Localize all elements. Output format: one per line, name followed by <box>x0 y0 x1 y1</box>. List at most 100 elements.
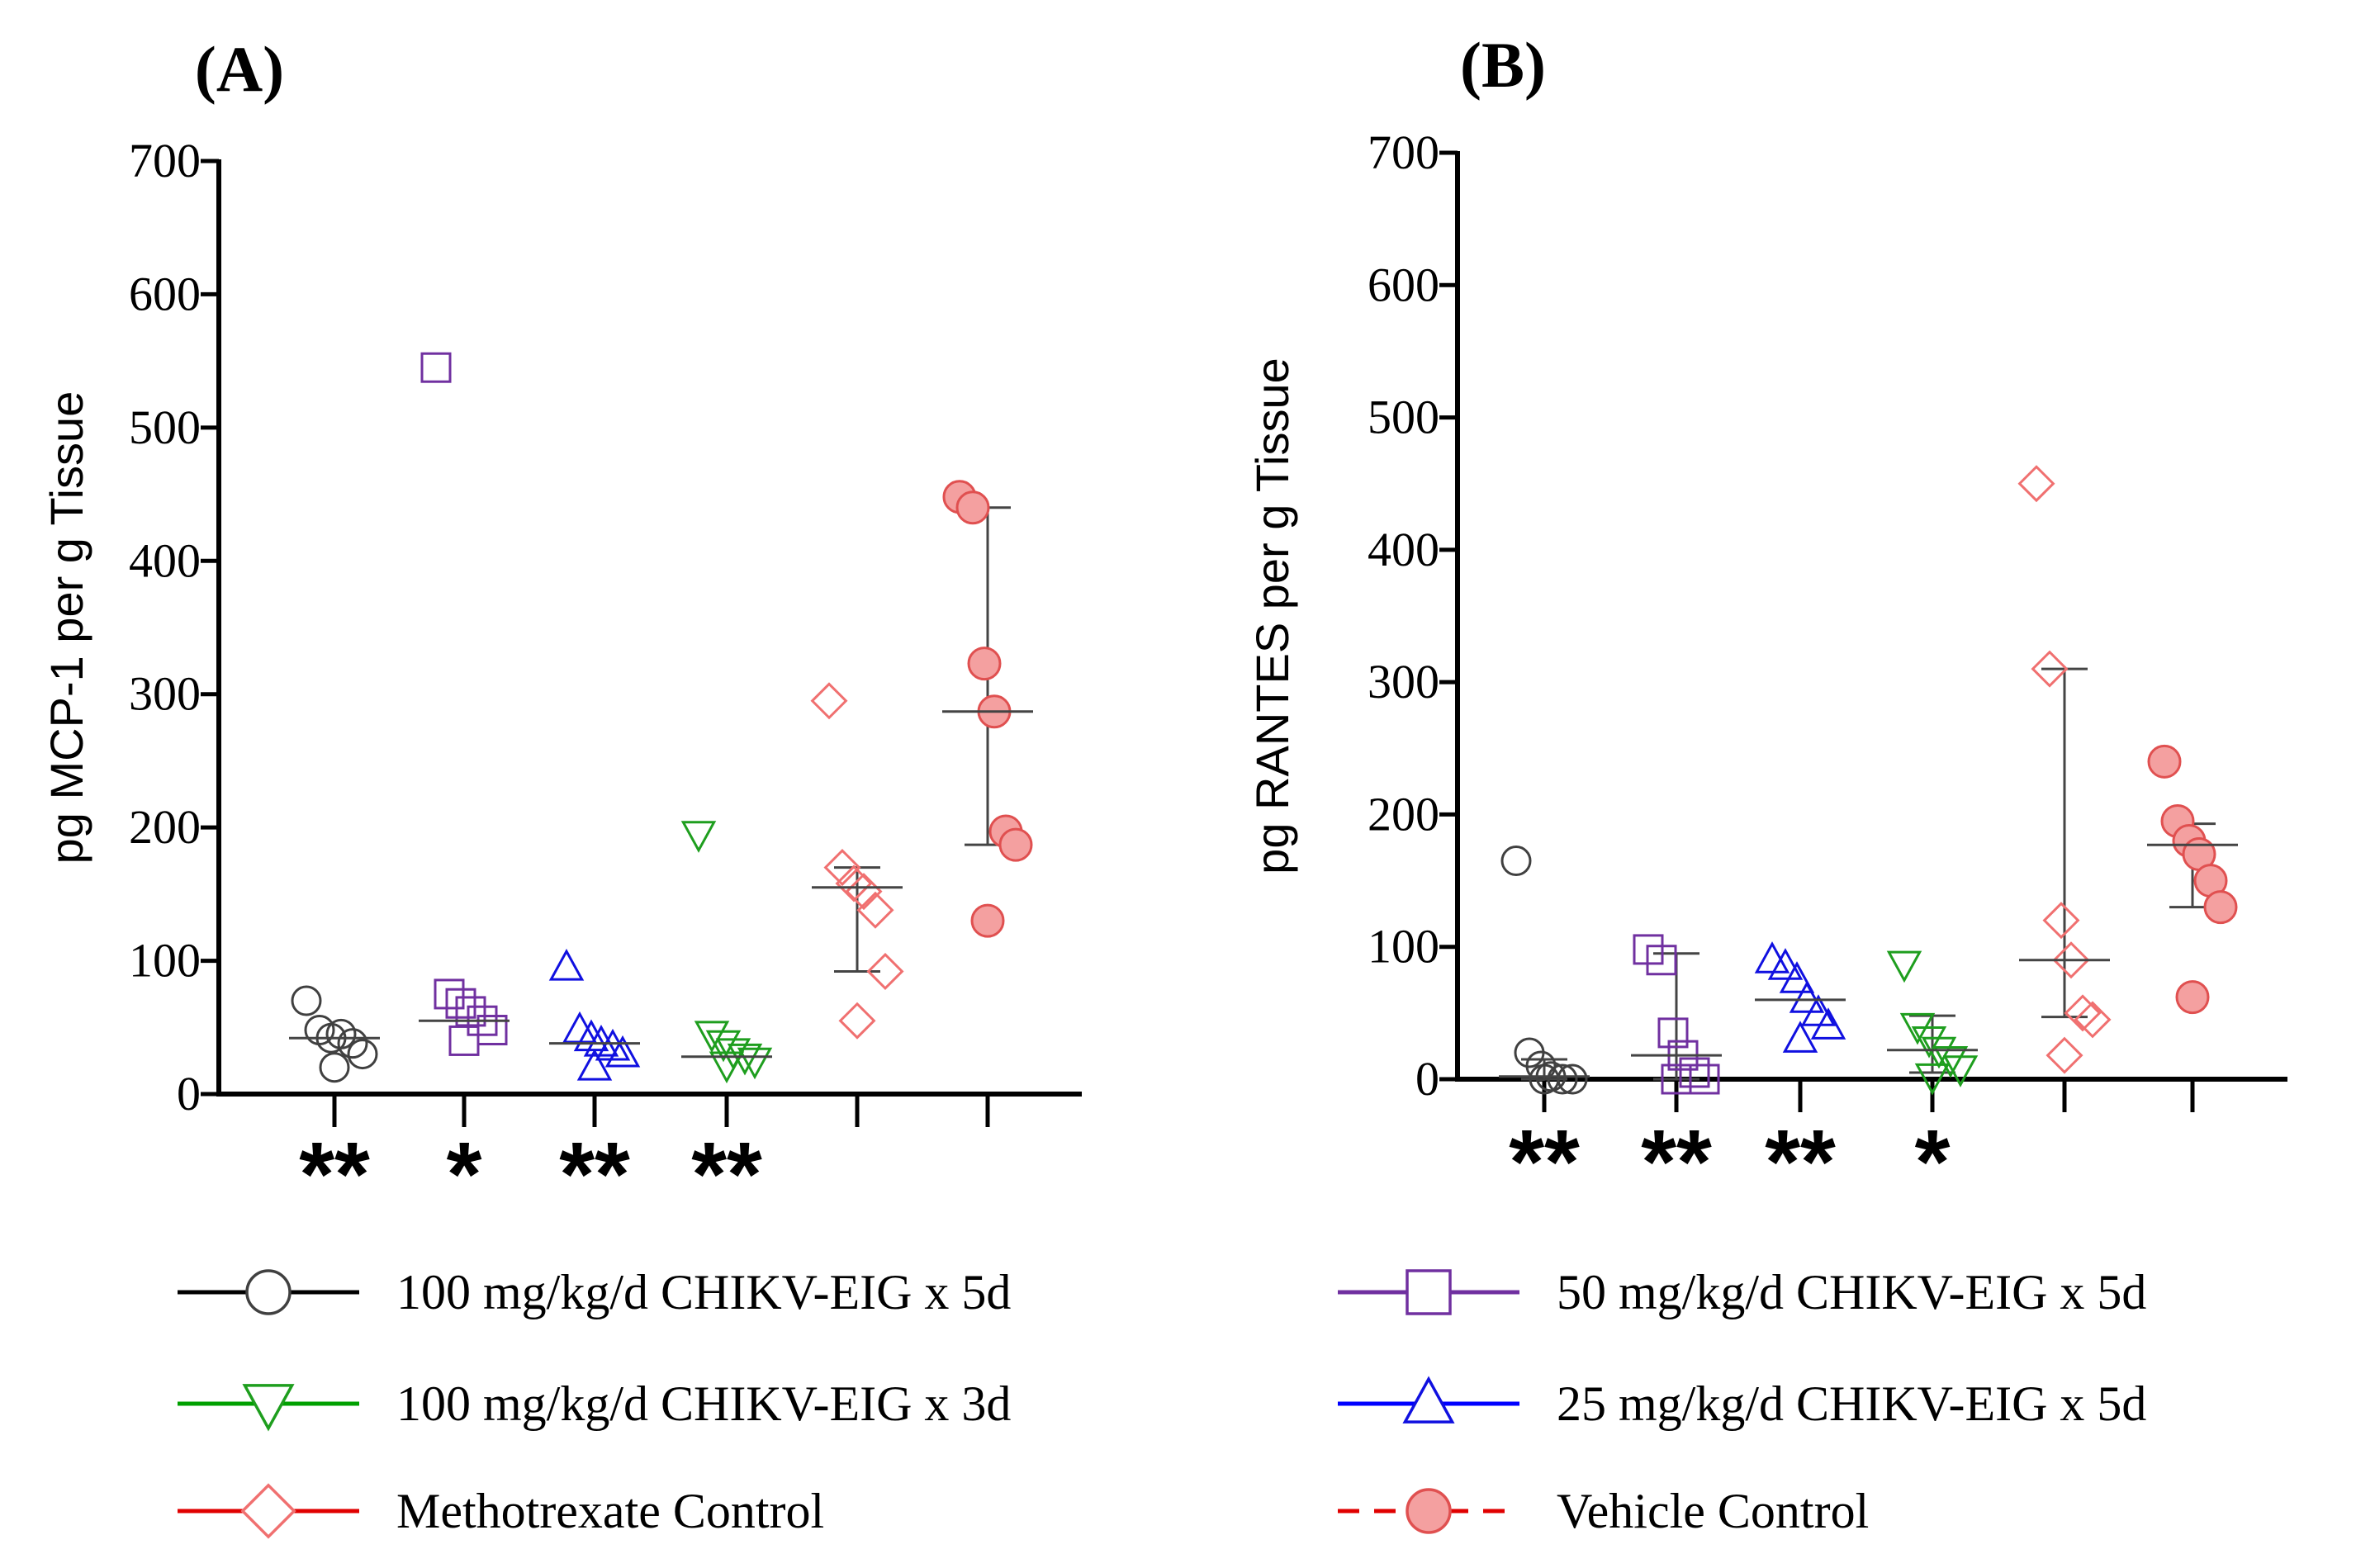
y-axis-label: pg MCP-1 per g Tissue <box>40 391 92 865</box>
y-tick-label: 200 <box>129 800 201 854</box>
data-point <box>955 490 990 525</box>
data-point <box>325 1018 357 1049</box>
data-point <box>576 1049 613 1081</box>
significance-marker: ** <box>691 1124 762 1225</box>
y-tick-label: 400 <box>1368 523 1439 576</box>
legend-item: 100 mg/kg/d CHIKV-EIG x 3d <box>178 1376 1011 1432</box>
data-point <box>967 647 1002 681</box>
data-point <box>1800 994 1837 1026</box>
y-tick-label: 600 <box>129 267 201 320</box>
data-point <box>319 1052 350 1083</box>
data-point <box>856 891 894 929</box>
data-point <box>2042 902 2080 940</box>
legend-marker <box>245 1269 292 1315</box>
data-point <box>1661 1063 1692 1095</box>
data-point <box>2017 465 2055 503</box>
legend-label: Methotrexate Control <box>396 1484 824 1538</box>
data-point <box>709 1051 745 1084</box>
data-point <box>1547 1063 1578 1095</box>
data-point <box>583 1024 619 1057</box>
data-point <box>1914 1063 1951 1096</box>
data-point <box>2064 994 2102 1032</box>
group-1: ** <box>289 985 380 1225</box>
y-tick-label: 200 <box>1368 787 1439 841</box>
data-point <box>845 873 883 911</box>
legend-marker <box>1406 1488 1452 1534</box>
legend-item: 100 mg/kg/d CHIKV-EIG x 5d <box>178 1265 1011 1319</box>
legend-label: 25 mg/kg/d CHIKV-EIG x 5d <box>1557 1376 2146 1431</box>
panel-b: (B) pg RANTES per g Tissue 0 100 200 300 400 50… <box>1246 29 2287 1213</box>
data-point <box>2031 650 2069 688</box>
group-2: ** <box>1631 934 1722 1213</box>
group-6 <box>2147 744 2238 1015</box>
group-6 <box>942 480 1033 938</box>
panel-a: (A) pg MCP-1 per g Tissue 0 100 200 300 400 500… <box>40 33 1082 1225</box>
legend-label: Vehicle Control <box>1557 1484 1869 1538</box>
panel-label: (A) <box>195 33 284 105</box>
data-point <box>434 978 465 1010</box>
data-point <box>737 1047 773 1080</box>
legend-marker <box>240 1483 296 1539</box>
data-point <box>347 1039 378 1070</box>
data-point <box>1810 1007 1846 1040</box>
data-point <box>1754 941 1790 973</box>
y-axis-label: pg RANTES per g Tissue <box>1246 358 1298 874</box>
significance-marker: * <box>447 1124 482 1225</box>
y-tick-label: 0 <box>1415 1052 1439 1106</box>
data-point <box>1529 1063 1560 1095</box>
legend-item: 50 mg/kg/d CHIKV-EIG x 5d <box>1338 1265 2146 1319</box>
group-3: ** <box>548 948 641 1225</box>
data-point <box>2175 980 2210 1015</box>
legend-label: 100 mg/kg/d CHIKV-EIG x 3d <box>396 1376 1011 1431</box>
data-point <box>548 948 585 981</box>
data-point <box>823 849 861 887</box>
data-point <box>1932 1046 1969 1078</box>
data-point <box>604 1035 641 1068</box>
data-point <box>2203 890 2238 925</box>
significance-marker: ** <box>1765 1111 1836 1213</box>
y-tick-label: 100 <box>129 934 201 988</box>
data-point <box>1886 950 1922 983</box>
data-point <box>998 827 1033 862</box>
legend-item: Vehicle Control <box>1338 1484 1869 1538</box>
data-point <box>291 985 322 1016</box>
group-4: * <box>1886 950 1979 1213</box>
data-point <box>420 352 452 383</box>
legend-marker <box>1402 1376 1455 1424</box>
y-tick-label: 600 <box>1368 258 1439 311</box>
legend-marker <box>242 1384 295 1432</box>
legend-item: 25 mg/kg/d CHIKV-EIG x 5d <box>1338 1376 2146 1431</box>
y-tick-label: 700 <box>129 134 201 187</box>
legend: 100 mg/kg/d CHIKV-EIG x 5d 50 mg/kg/d CHI… <box>178 1265 2146 1539</box>
y-tick-label: 0 <box>177 1067 201 1120</box>
data-point <box>1500 846 1532 877</box>
data-point <box>1657 1017 1689 1049</box>
data-point <box>2147 744 2182 779</box>
legend-label: 100 mg/kg/d CHIKV-EIG x 5d <box>396 1265 1011 1319</box>
data-point <box>2046 1036 2083 1074</box>
data-point <box>694 1021 730 1054</box>
legend-label: 50 mg/kg/d CHIKV-EIG x 5d <box>1557 1265 2146 1319</box>
group-3: ** <box>1754 941 1846 1213</box>
y-tick-label: 400 <box>129 533 201 587</box>
data-point <box>1646 945 1677 976</box>
data-point <box>1679 1057 1710 1088</box>
significance-marker: ** <box>559 1124 630 1225</box>
data-point <box>595 1028 631 1061</box>
significance-marker: ** <box>1509 1111 1580 1213</box>
data-point <box>455 996 486 1027</box>
data-point <box>562 1011 598 1044</box>
y-tick-label: 300 <box>1368 655 1439 708</box>
data-point <box>866 952 904 991</box>
group-2: * <box>419 352 510 1225</box>
data-point <box>727 1043 763 1076</box>
significance-marker: ** <box>299 1124 370 1225</box>
data-point <box>1942 1055 1979 1087</box>
data-point <box>1921 1036 1957 1069</box>
group-5 <box>2017 465 2112 1074</box>
legend-item: Methotrexate Control <box>178 1483 824 1539</box>
data-point <box>1767 948 1804 980</box>
y-tick-label: 500 <box>1368 391 1439 444</box>
data-point <box>337 1028 368 1059</box>
